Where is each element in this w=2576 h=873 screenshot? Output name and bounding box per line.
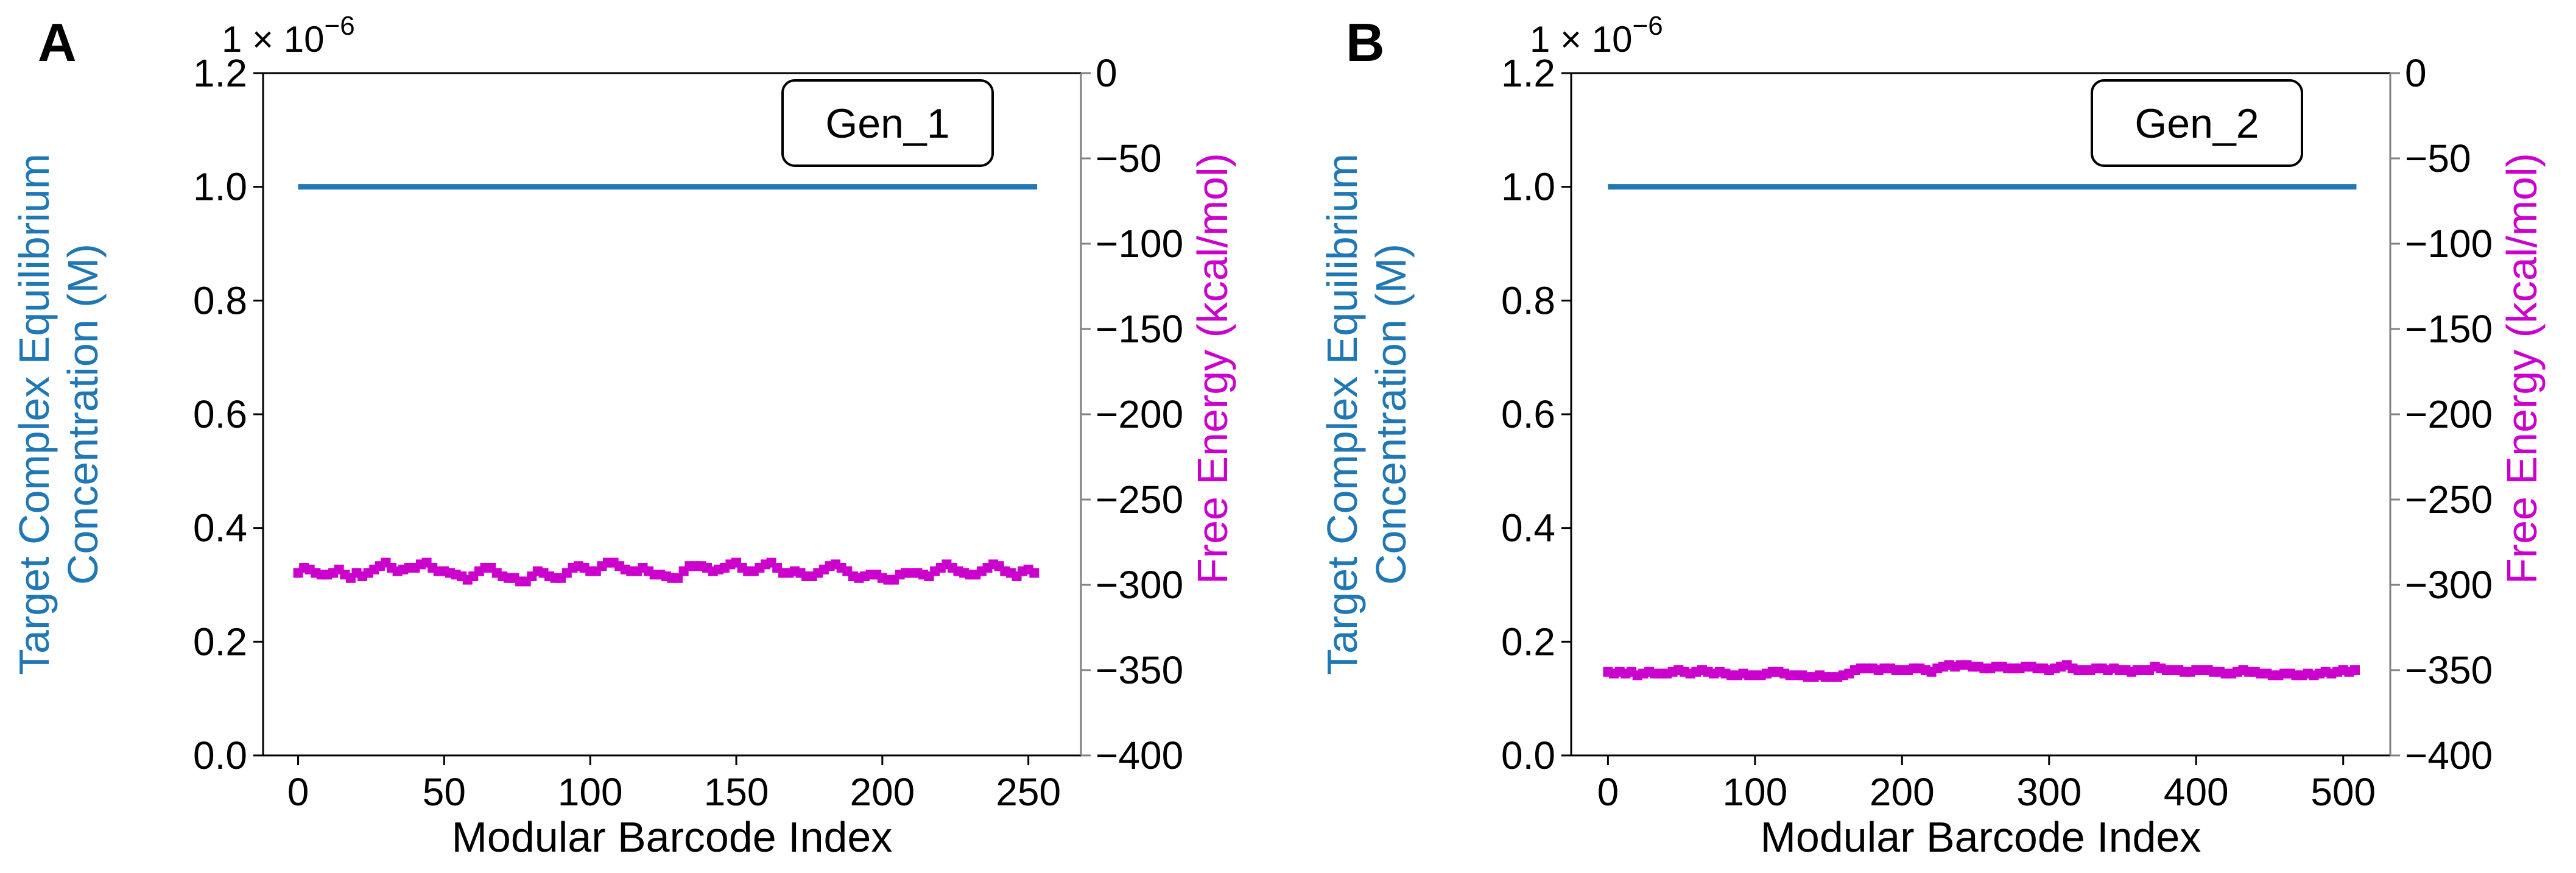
x-tick-label: 100 — [558, 770, 623, 814]
y-left-tick-label: 0.2 — [193, 620, 247, 663]
legend-box — [2091, 79, 2303, 167]
x-tick-label: 250 — [996, 770, 1061, 814]
y-right-tick-label: 0 — [2405, 51, 2427, 95]
y-left-tick-label: 0.0 — [1501, 733, 1555, 777]
offset-base: 1 × 10 — [222, 19, 325, 60]
offset-exponent: −6 — [1633, 11, 1663, 41]
y-right-tick-label: −300 — [2405, 563, 2493, 607]
y-left-label-line2: Concentration (M) — [1367, 244, 1415, 585]
y-right-tick-label: −100 — [2405, 222, 2493, 266]
y-right-tick-label: −300 — [1096, 563, 1183, 607]
y-right-tick-label: −400 — [1096, 733, 1183, 777]
y-right-label: Free Energy (kcal/mol) — [1189, 153, 1236, 584]
y-left-label-line2: Concentration (M) — [59, 244, 107, 585]
free-energy-point — [2350, 665, 2360, 675]
x-tick-label: 200 — [1870, 770, 1935, 814]
panel-label: A — [38, 12, 77, 72]
y-right-tick-label: −350 — [2405, 648, 2493, 692]
y-left-tick-label: 0.6 — [193, 392, 247, 436]
panel-b: B 0 100 200 300 400 500 0.0 0.2 0.4 0.6 0.8 1.0 1.2 0 −… — [1318, 11, 2546, 861]
x-tick-label: 0 — [287, 770, 309, 814]
offset-base: 1 × 10 — [1530, 19, 1633, 60]
y-left-tick-label: 0.2 — [1501, 620, 1555, 663]
y-left-tick-label: 0.4 — [1501, 506, 1555, 550]
offset-exponent: −6 — [325, 11, 355, 41]
y-right-tick-label: −200 — [1096, 392, 1183, 436]
legend-text: Gen_1 — [825, 101, 949, 147]
y-left-tick-label: 0.6 — [1501, 392, 1555, 436]
x-tick-label: 150 — [704, 770, 769, 814]
free-energy-point — [1029, 568, 1040, 578]
y-right-tick-label: −150 — [2405, 307, 2493, 351]
y-right-tick-label: −250 — [2405, 478, 2493, 521]
offset-text: 1 × 10−6 — [222, 11, 355, 60]
x-tick-label: 50 — [423, 770, 466, 814]
y-left-tick-label: 1.0 — [193, 165, 247, 209]
x-axis-label: Modular Barcode Index — [452, 813, 893, 861]
panel-label: B — [1346, 12, 1385, 72]
y-left-label-line1: Target Complex Equilibrium — [10, 154, 58, 675]
y-right-tick-label: −250 — [1096, 478, 1183, 521]
y-left-label-line1: Target Complex Equilibrium — [1318, 154, 1366, 675]
y-left-tick-label: 1.2 — [193, 51, 247, 95]
x-tick-label: 100 — [1722, 770, 1787, 814]
y-left-tick-label: 0.4 — [193, 506, 247, 550]
y-left-tick-label: 0.8 — [1501, 278, 1555, 322]
y-right-label: Free Energy (kcal/mol) — [2498, 153, 2546, 584]
y-right-tick-label: −150 — [1096, 307, 1183, 351]
y-left-tick-label: 0.8 — [193, 278, 247, 322]
y-right-tick-label: −200 — [2405, 392, 2493, 436]
x-tick-label: 500 — [2310, 770, 2376, 814]
legend-text: Gen_2 — [2134, 101, 2259, 147]
x-tick-label: 400 — [2164, 770, 2229, 814]
y-right-tick-label: −400 — [2405, 733, 2493, 777]
legend-box — [781, 79, 994, 167]
y-left-tick-label: 0.0 — [193, 733, 247, 777]
panel-a: A 0 50 100 150 200 250 0.0 0.2 0.4 0.6 0.8 1.0 1.2 0 −5… — [10, 11, 1236, 861]
y-right-tick-label: −350 — [1096, 648, 1183, 692]
y-right-tick-label: −100 — [1096, 222, 1183, 266]
x-tick-label: 200 — [850, 770, 915, 814]
y-left-tick-label: 1.2 — [1501, 51, 1555, 95]
y-left-tick-label: 1.0 — [1501, 165, 1555, 209]
y-right-tick-label: −50 — [1096, 136, 1162, 180]
offset-text: 1 × 10−6 — [1530, 11, 1663, 60]
y-right-tick-label: 0 — [1096, 51, 1117, 95]
x-tick-label: 300 — [2016, 770, 2082, 814]
x-axis-label: Modular Barcode Index — [1761, 813, 2201, 861]
y-right-tick-label: −50 — [2405, 136, 2471, 180]
x-tick-label: 0 — [1597, 770, 1619, 814]
